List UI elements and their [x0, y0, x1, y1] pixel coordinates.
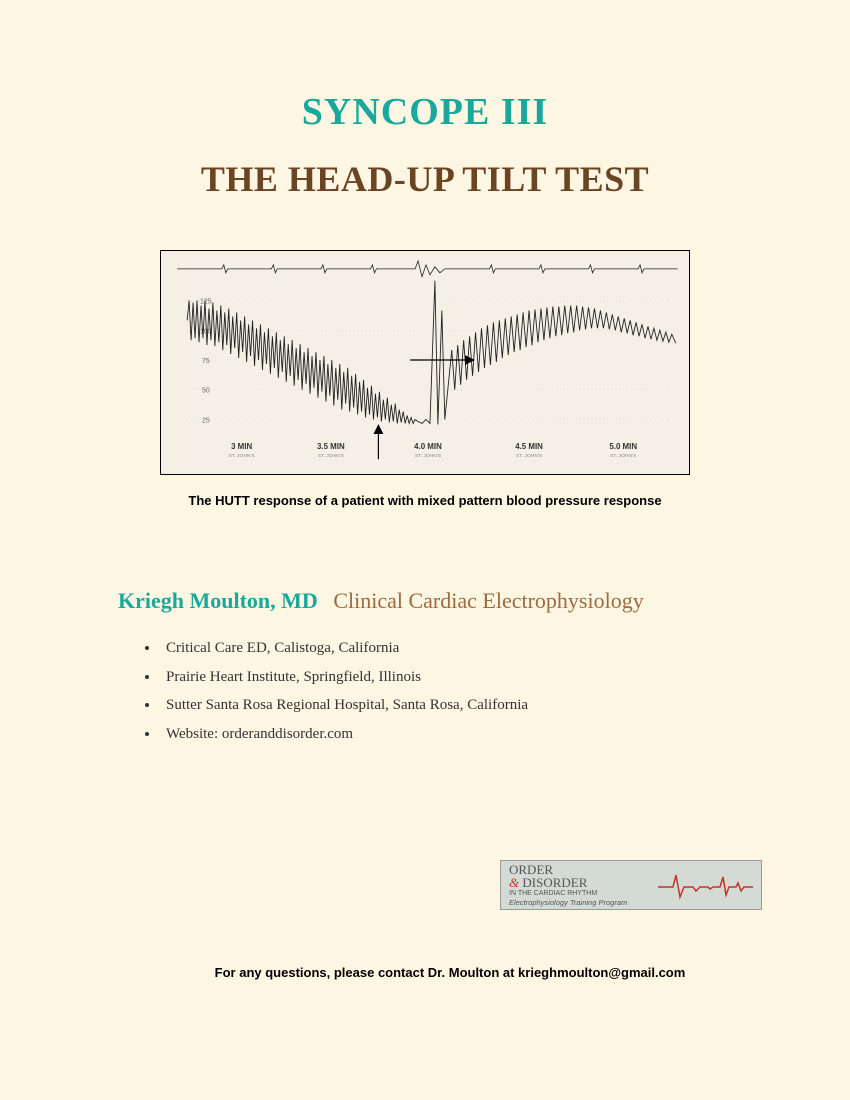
contact-line: For any questions, please contact Dr. Mo…	[0, 965, 850, 980]
logo-text-block: ORDER & DISORDER IN THE CARDIAC RHYTHM E…	[509, 863, 658, 907]
svg-text:ST. JOHN'S: ST. JOHN'S	[318, 453, 345, 459]
svg-text:4.0 MIN: 4.0 MIN	[414, 442, 442, 451]
chart-caption: The HUTT response of a patient with mixe…	[70, 493, 780, 508]
hutt-chart: 125 100 75 50 25 3 MIN 3	[160, 250, 690, 475]
svg-text:ST. JOHN'S: ST. JOHN'S	[229, 453, 256, 459]
svg-text:ST. JOHN'S: ST. JOHN'S	[610, 453, 637, 459]
credential-item: Website: orderanddisorder.com	[160, 720, 780, 749]
hutt-waveform-svg: 125 100 75 50 25 3 MIN 3	[161, 251, 689, 474]
svg-text:50: 50	[202, 388, 210, 395]
svg-text:ST. JOHN'S: ST. JOHN'S	[516, 453, 543, 459]
title-main: SYNCOPE III	[70, 90, 780, 134]
logo-title: ORDER & DISORDER	[509, 863, 658, 889]
logo-subtitle: IN THE CARDIAC RHYTHM	[509, 890, 658, 898]
svg-text:3.5 MIN: 3.5 MIN	[317, 442, 345, 451]
program-logo: ORDER & DISORDER IN THE CARDIAC RHYTHM E…	[500, 860, 762, 910]
svg-text:25: 25	[202, 417, 210, 424]
svg-text:75: 75	[202, 358, 210, 365]
svg-text:5.0 MIN: 5.0 MIN	[609, 442, 637, 451]
credential-item: Sutter Santa Rosa Regional Hospital, San…	[160, 691, 780, 720]
svg-text:125: 125	[200, 299, 212, 306]
author-name: Kriegh Moulton, MD	[118, 588, 318, 613]
logo-tagline: Electrophysiology Training Program	[509, 898, 658, 907]
author-line: Kriegh Moulton, MD Clinical Cardiac Elec…	[118, 588, 780, 614]
svg-text:ST. JOHN'S: ST. JOHN'S	[415, 453, 442, 459]
credentials-list: Critical Care ED, Calistoga, California …	[160, 634, 780, 748]
credential-item: Critical Care ED, Calistoga, California	[160, 634, 780, 663]
title-sub: THE HEAD-UP TILT TEST	[70, 158, 780, 200]
ecg-icon	[658, 867, 753, 903]
svg-text:3 MIN: 3 MIN	[231, 442, 252, 451]
svg-text:4.5 MIN: 4.5 MIN	[515, 442, 543, 451]
credential-item: Prairie Heart Institute, Springfield, Il…	[160, 663, 780, 692]
author-title: Clinical Cardiac Electrophysiology	[333, 588, 643, 613]
